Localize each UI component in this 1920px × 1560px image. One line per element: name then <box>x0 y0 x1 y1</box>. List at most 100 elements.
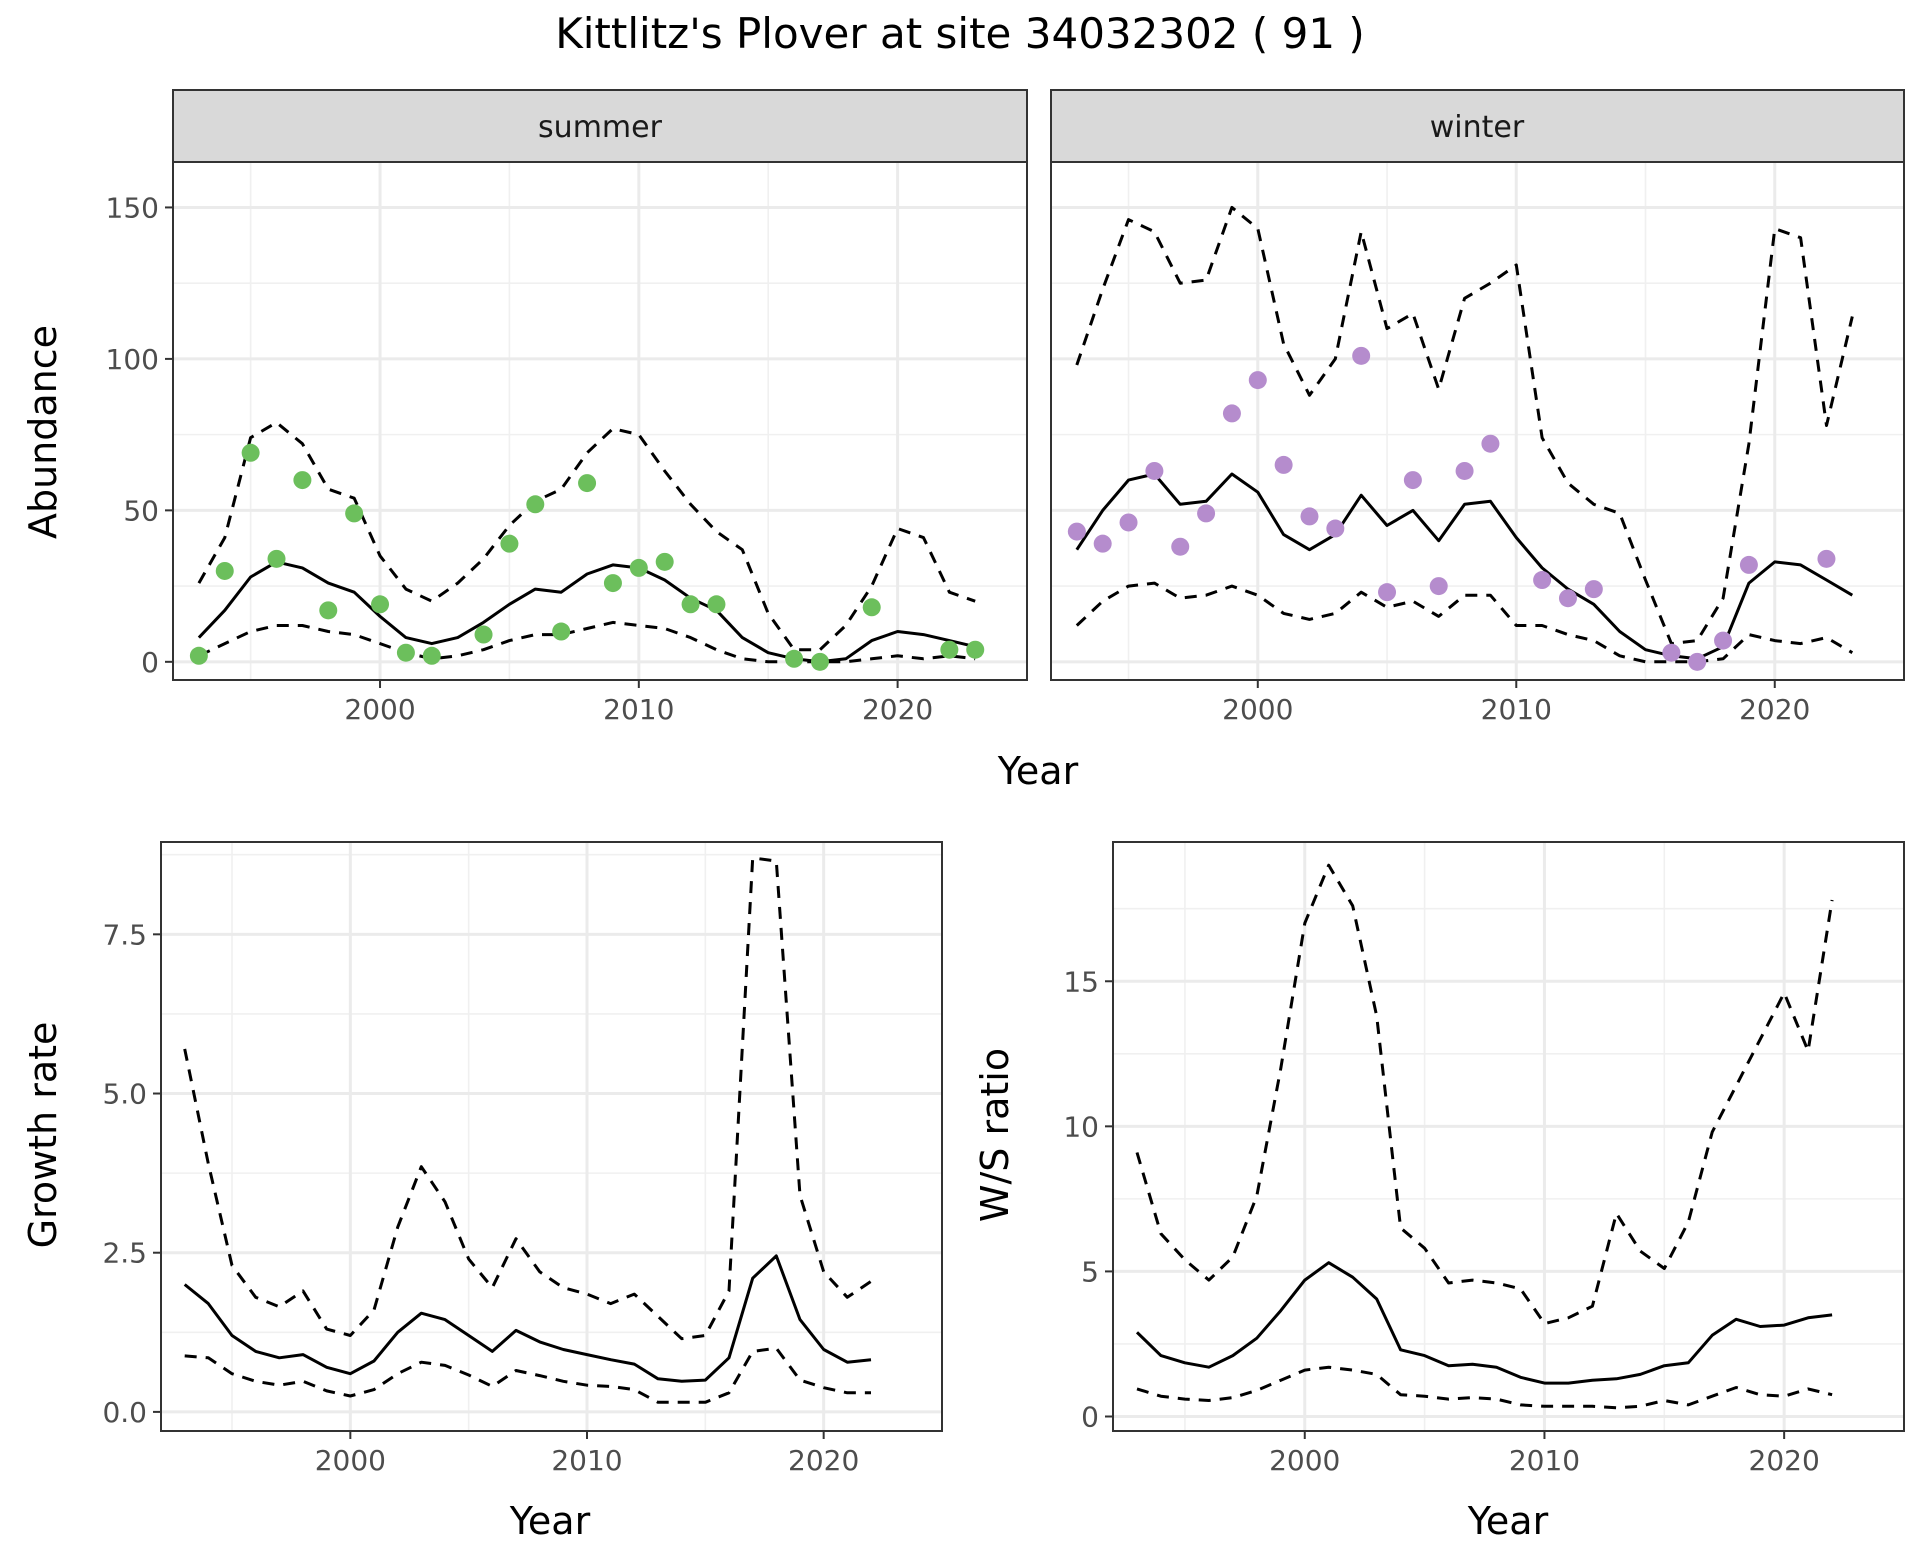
panel-border <box>1112 841 1905 1432</box>
observed-count-point <box>1145 461 1164 480</box>
observed-count-point <box>940 640 959 659</box>
growth-y-axis-label: Growth rate <box>21 1022 65 1249</box>
observed-count-point <box>1558 589 1577 608</box>
observed-count-point <box>396 643 415 662</box>
x-tick-label: 2010 <box>1509 1444 1580 1477</box>
y-tick-label: 150 <box>106 191 159 224</box>
confidence-bound-line <box>183 856 872 1341</box>
panel-ws-ratio: 2000 2010 2020 0 5 10 15 <box>1063 841 1905 1477</box>
facet-label-winter: winter <box>1430 110 1525 145</box>
x-tick-label: 2020 <box>1749 1444 1820 1477</box>
confidence-bound-line <box>198 620 976 664</box>
x-tick-label: 2020 <box>1739 693 1810 726</box>
observed-count-point <box>1352 346 1371 365</box>
observed-count-point <box>1429 577 1448 596</box>
y-tick-label: 0 <box>1081 1400 1099 1433</box>
observed-count-point <box>1688 652 1707 671</box>
observed-count-point <box>810 652 829 671</box>
figure-title: Kittlitz's Plover at site 34032302 ( 91 … <box>555 9 1365 58</box>
observed-count-point <box>1222 404 1241 423</box>
confidence-bound-line <box>1136 1365 1833 1410</box>
observed-count-point <box>1584 580 1603 599</box>
observed-count-point <box>1533 571 1552 590</box>
facet-strip-summer <box>172 89 1028 163</box>
observed-count-point <box>966 640 985 659</box>
observed-count-point <box>500 534 519 553</box>
estimate-line <box>1135 1261 1833 1385</box>
x-tick-label: 2000 <box>1222 693 1293 726</box>
confidence-bound-line <box>1075 581 1854 664</box>
y-tick-label: 0.0 <box>102 1396 147 1429</box>
growth-x-axis-label: Year <box>509 1499 591 1543</box>
observed-count-point <box>1326 519 1345 538</box>
observed-count-point <box>603 574 622 593</box>
observed-count-point <box>1119 513 1138 532</box>
y-tick-label: 2.5 <box>102 1237 147 1270</box>
observed-count-point <box>681 595 700 614</box>
observed-count-point <box>785 649 804 668</box>
y-tick-label: 10 <box>1063 1110 1099 1143</box>
observed-count-point <box>1378 583 1397 602</box>
observed-count-point <box>1455 461 1474 480</box>
observed-count-point <box>422 646 441 665</box>
facet-strip-winter <box>1050 89 1905 163</box>
x-tick-label: 2010 <box>551 1444 622 1477</box>
observed-count-point <box>862 598 881 617</box>
observed-count-point <box>267 549 286 568</box>
observed-count-point <box>241 443 260 462</box>
panel-border <box>172 161 1028 681</box>
plot-area <box>173 162 1027 680</box>
observed-count-point <box>707 595 726 614</box>
y-tick-label: 5.0 <box>102 1078 147 1111</box>
x-tick-label: 2000 <box>1269 1444 1340 1477</box>
plot-area <box>1113 842 1904 1431</box>
ws-ratio-y-axis-label: W/S ratio <box>973 1048 1017 1222</box>
panel-summer: 2000 2010 2020 0 50 100 150 <box>106 161 1028 726</box>
x-tick-label: 2000 <box>344 693 415 726</box>
observed-count-point <box>526 495 545 514</box>
y-tick-label: 5 <box>1081 1255 1099 1288</box>
x-tick-label: 2010 <box>603 693 674 726</box>
confidence-bound-line <box>1135 863 1834 1326</box>
observed-count-point <box>293 471 312 490</box>
x-tick-label: 2020 <box>862 693 933 726</box>
observed-count-point <box>189 646 208 665</box>
observed-count-point <box>1300 507 1319 526</box>
observed-count-point <box>1093 534 1112 553</box>
observed-count-point <box>552 622 571 641</box>
observed-count-point <box>1714 631 1733 650</box>
observed-count-point <box>319 601 338 620</box>
observed-count-point <box>371 595 390 614</box>
panel-winter: 2000 2010 2020 <box>1050 161 1905 726</box>
x-tick-label: 2000 <box>315 1444 386 1477</box>
observed-count-point <box>1662 643 1681 662</box>
estimate-line <box>197 560 976 664</box>
panel-growth-rate: 2000 2010 2020 0.0 2.5 5.0 7.5 <box>102 841 943 1477</box>
panel-border <box>1050 161 1905 681</box>
observed-count-point <box>1739 555 1758 574</box>
observed-count-point <box>655 552 674 571</box>
y-tick-label: 100 <box>106 343 159 376</box>
observed-count-point <box>1403 471 1422 490</box>
confidence-bound-line <box>1075 205 1854 646</box>
observed-count-point <box>1248 371 1267 390</box>
facet-label-summer: summer <box>538 110 663 145</box>
observed-count-point <box>1274 455 1293 474</box>
abundance-y-axis-label: Abundance <box>21 325 65 539</box>
observed-count-point <box>345 504 364 523</box>
observed-count-point <box>1067 522 1086 541</box>
observed-count-point <box>1197 504 1216 523</box>
abundance-x-axis-label: Year <box>997 749 1079 793</box>
y-tick-label: 0 <box>141 646 159 679</box>
y-tick-label: 7.5 <box>102 918 147 951</box>
x-tick-label: 2010 <box>1481 693 1552 726</box>
x-tick-label: 2020 <box>788 1444 859 1477</box>
observed-count-point <box>474 625 493 644</box>
y-tick-label: 15 <box>1063 965 1099 998</box>
ws-ratio-x-axis-label: Year <box>1467 1499 1549 1543</box>
y-tick-label: 50 <box>123 494 159 527</box>
observed-count-point <box>215 561 234 580</box>
observed-count-point <box>1171 537 1190 556</box>
estimate-line <box>183 1254 872 1383</box>
